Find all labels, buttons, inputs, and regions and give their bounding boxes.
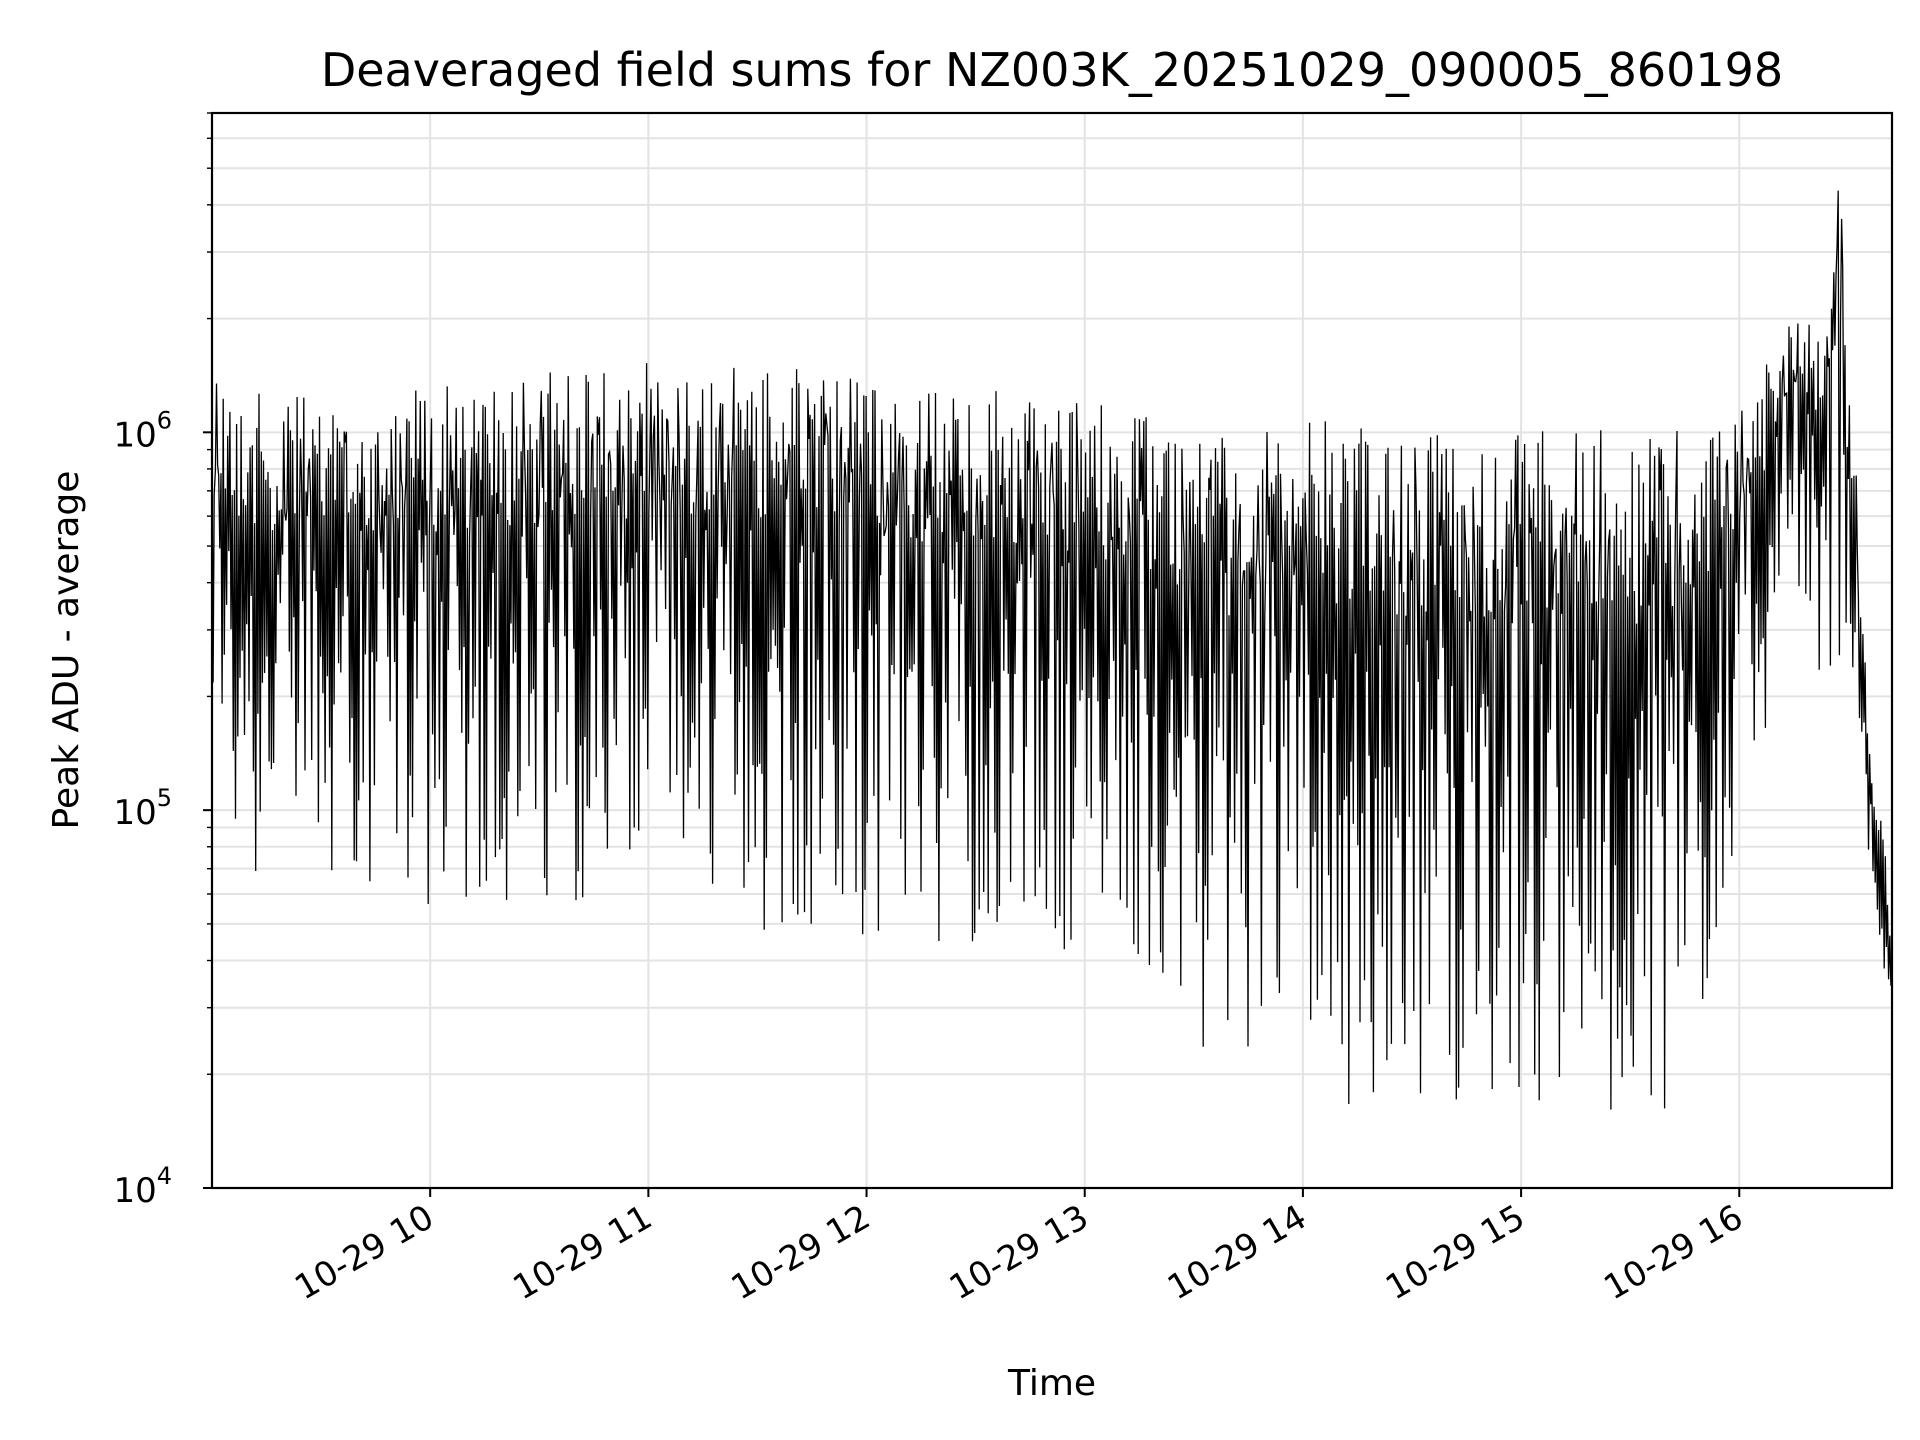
- y-axis-label: Peak ADU - average: [46, 471, 87, 830]
- x-axis-label: Time: [1007, 1363, 1096, 1404]
- y-tick-label: 104: [113, 1162, 172, 1211]
- y-tick-label: 106: [113, 406, 172, 455]
- y-axis-ticks: 104 105 106: [113, 112, 212, 1211]
- y-tick-label: 105: [113, 784, 172, 833]
- chart-title: Deaveraged field sums for NZ003K_2025102…: [321, 43, 1783, 97]
- series-line: [211, 190, 1893, 1110]
- plot-frame: [210, 111, 1894, 1190]
